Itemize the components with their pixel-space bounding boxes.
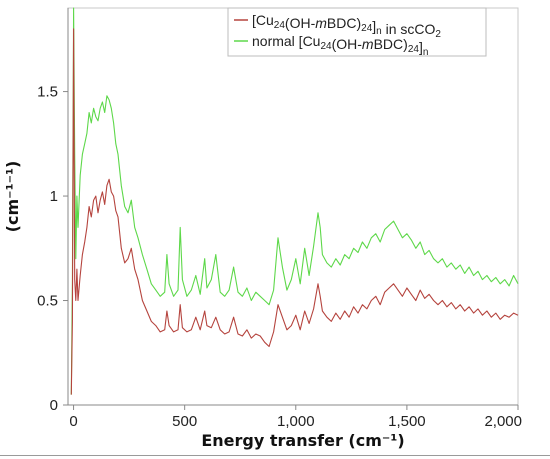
x-tick-label: 1,000 [277,413,315,430]
x-tick-labels: 0 500 1,000 1,500 2,000 [69,405,522,430]
plot-area [67,7,519,406]
x-tick-label: 2,000 [484,413,522,430]
x-tick-label: 1,500 [388,413,426,430]
legend-label-0: [Cu24(OH-mBDC)24]n in scCO2 [252,12,441,40]
y-axis-label: (cm⁻¹⁻¹) [3,161,22,233]
x-tick-label: 0 [69,413,77,430]
y-tick-label: 0 [50,397,58,414]
x-tick-label: 500 [172,413,197,430]
axes-layer [67,8,518,406]
x-axis-label: Energy transfer (cm⁻¹) [201,431,404,450]
y-tick-label: 0.5 [37,293,58,310]
legend-label-1: normal [Cu24(OH-mBDC)24]n [252,33,428,58]
y-tick-label: 1.5 [37,84,58,101]
series-layer [70,7,519,395]
series-line-1 [70,7,519,395]
plot-border [67,7,519,406]
y-tick-labels: 0 0.5 1 1.5 [37,84,68,414]
y-tick-label: 1 [50,188,58,205]
series-line-0 [70,28,519,395]
legend-box [227,7,487,57]
bottom-divider [0,455,550,456]
